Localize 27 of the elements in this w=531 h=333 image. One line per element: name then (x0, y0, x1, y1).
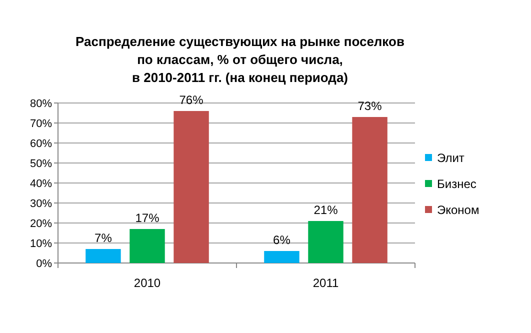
y-tick-label: 40% (30, 178, 52, 190)
data-label: 17% (135, 211, 160, 225)
data-label: 76% (179, 93, 204, 107)
y-tick-label: 20% (30, 218, 52, 230)
data-label: 21% (314, 203, 338, 217)
y-tick-label: 60% (30, 138, 52, 150)
data-label: 7% (94, 231, 112, 245)
y-tick-label: 50% (30, 158, 52, 170)
y-tick-label: 30% (30, 198, 52, 210)
bar (264, 251, 300, 263)
bar (86, 249, 121, 263)
legend-label: Элит (437, 151, 465, 165)
data-label: 6% (273, 233, 291, 247)
y-tick-label: 80% (30, 98, 52, 110)
x-tick-label: 2010 (134, 276, 161, 290)
bar (308, 221, 344, 263)
legend-label: Бизнес (437, 177, 476, 191)
y-tick-label: 0% (36, 258, 52, 270)
bar (174, 111, 209, 263)
x-tick-label: 2011 (312, 276, 339, 290)
legend-label: Эконом (437, 203, 480, 217)
chart-title: Распределение существующих на рынке поселков по классам, % от общего числа, в 2010-2011 гг. (на конец периода) (76, 34, 404, 85)
data-label: 73% (358, 99, 382, 113)
y-tick-label: 10% (30, 238, 52, 250)
bar (352, 117, 388, 263)
bar (130, 229, 165, 263)
y-tick-label: 70% (30, 118, 52, 130)
